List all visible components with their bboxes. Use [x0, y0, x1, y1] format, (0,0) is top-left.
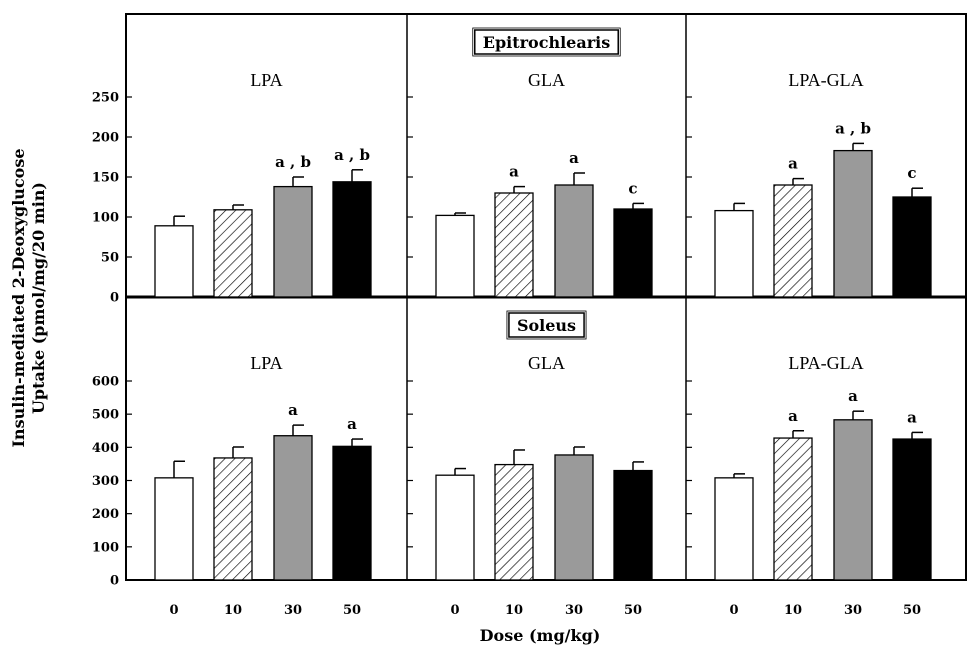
- section-label-box-outline: [472, 27, 621, 57]
- significance-label: a , b: [334, 146, 370, 164]
- panel-title: GLA: [528, 70, 565, 90]
- bar-hatched: [494, 463, 534, 581]
- bar-hatched: [213, 457, 253, 581]
- x-tick-label: 10: [784, 603, 802, 618]
- significance-label: a: [848, 387, 858, 405]
- bar-gray: [273, 185, 313, 298]
- bar-gray: [833, 419, 873, 581]
- y-tick-label: 0: [110, 574, 119, 589]
- x-axis-title: Dose (mg/kg): [480, 626, 601, 645]
- significance-label: a: [788, 407, 798, 425]
- y-tick-label: 100: [92, 540, 119, 555]
- section-label-epitrochlearis: Epitrochlearis: [483, 33, 610, 52]
- panel-title: LPA-GLA: [788, 353, 863, 373]
- x-tick-label: 30: [284, 603, 302, 618]
- significance-label: a: [569, 149, 579, 167]
- y-axis-title-line2: Uptake (pmol/mg/20 min): [29, 182, 48, 414]
- bar-hatched: [494, 192, 534, 298]
- x-tick-label: 10: [505, 603, 523, 618]
- x-tick-label: 0: [450, 603, 459, 618]
- bar-white: [714, 209, 754, 298]
- significance-label: c: [628, 179, 637, 197]
- y-tick-label: 250: [92, 91, 119, 106]
- y-tick-label: 500: [92, 408, 119, 423]
- bar-black: [892, 196, 932, 298]
- section-label-box: [508, 312, 585, 338]
- significance-label: a: [347, 415, 357, 433]
- bar-white: [714, 477, 754, 581]
- bar-gray: [833, 149, 873, 298]
- bar-black: [332, 445, 372, 581]
- y-tick-label: 100: [92, 211, 119, 226]
- bar-gray: [554, 184, 594, 298]
- bar-black: [613, 208, 653, 298]
- bar-hatched: [773, 184, 813, 298]
- panel-title: LPA-GLA: [788, 70, 863, 90]
- y-tick-label: 600: [92, 375, 119, 390]
- bar-gray: [554, 454, 594, 581]
- bar-black: [892, 438, 932, 581]
- panel-title: LPA: [250, 353, 282, 373]
- significance-label: a , b: [275, 153, 311, 171]
- y-tick-label: 400: [92, 441, 119, 456]
- bar-white: [154, 225, 194, 298]
- significance-label: a: [509, 163, 519, 181]
- significance-label: c: [907, 164, 916, 182]
- significance-label: a , b: [835, 119, 871, 137]
- bar-white: [154, 477, 194, 581]
- y-tick-label: 0: [110, 291, 119, 306]
- section-label-box-outline: [506, 310, 587, 340]
- section-label-soleus: Soleus: [517, 316, 576, 335]
- x-tick-label: 0: [729, 603, 738, 618]
- x-tick-label: 50: [624, 603, 642, 618]
- y-tick-label: 150: [92, 171, 119, 186]
- bar-black: [613, 469, 653, 581]
- y-tick-label: 50: [101, 251, 119, 266]
- bar-white: [435, 214, 475, 298]
- panel-title: LPA: [250, 70, 282, 90]
- x-tick-label: 0: [169, 603, 178, 618]
- x-tick-label: 30: [565, 603, 583, 618]
- section-label-box: [474, 29, 619, 55]
- y-tick-label: 300: [92, 474, 119, 489]
- bar-white: [435, 474, 475, 581]
- significance-label: a: [907, 408, 917, 426]
- bar-black: [332, 181, 372, 298]
- x-tick-label: 10: [224, 603, 242, 618]
- y-axis-title: Insulin-mediated 2-Deoxyglucose Uptake (…: [9, 148, 48, 447]
- significance-label: a: [288, 401, 298, 419]
- x-tick-label: 30: [844, 603, 862, 618]
- panel-title: GLA: [528, 353, 565, 373]
- y-tick-label: 200: [92, 131, 119, 146]
- significance-label: a: [788, 155, 798, 173]
- bar-hatched: [213, 209, 253, 298]
- bar-hatched: [773, 437, 813, 581]
- y-axis-title-line1: Insulin-mediated 2-Deoxyglucose: [9, 148, 28, 447]
- x-tick-label: 50: [903, 603, 921, 618]
- bar-gray: [273, 435, 313, 581]
- y-tick-label: 200: [92, 507, 119, 522]
- x-tick-label: 50: [343, 603, 361, 618]
